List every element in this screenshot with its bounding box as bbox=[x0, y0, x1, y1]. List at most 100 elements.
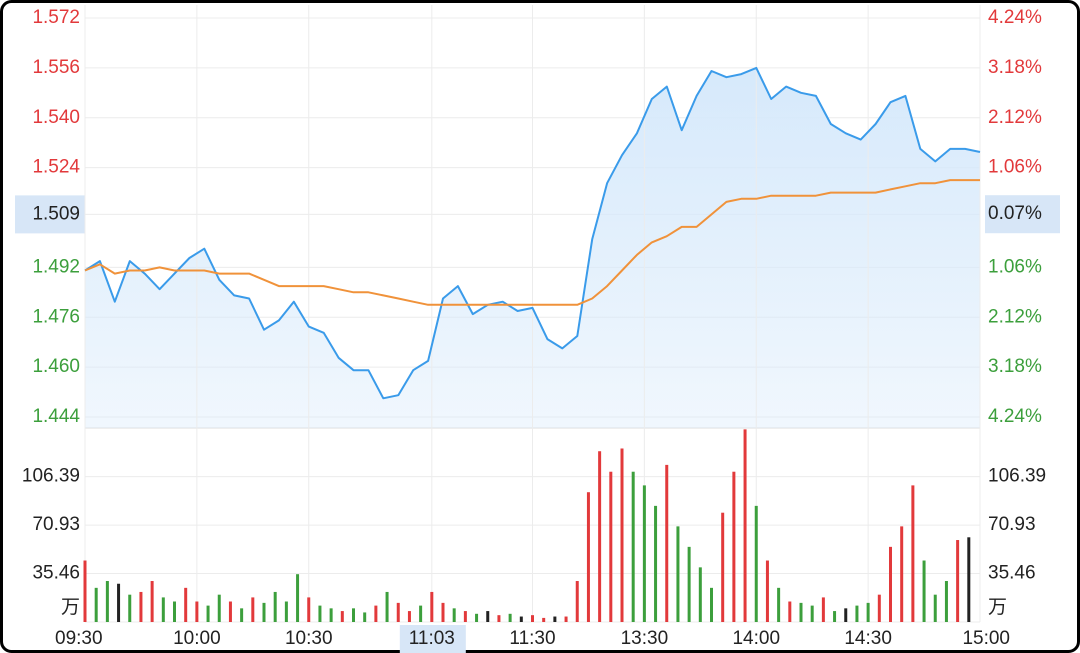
y-tick-label: 1.509 bbox=[32, 203, 80, 224]
volume-bar bbox=[296, 574, 300, 622]
volume-bar bbox=[732, 471, 736, 622]
line bbox=[84, 66, 981, 400]
y2-tick-label: 106.39 bbox=[988, 466, 1046, 487]
volume-bar bbox=[105, 581, 109, 622]
volume-bar bbox=[821, 597, 825, 622]
x-tick-label: 14:30 bbox=[844, 628, 892, 649]
volume-bar bbox=[475, 613, 479, 622]
y-tick-label: 1.556 bbox=[32, 57, 80, 78]
volume-bar bbox=[497, 615, 501, 622]
volume-bar bbox=[441, 602, 445, 622]
y-tick-label: 万 bbox=[61, 597, 80, 618]
volume-bar bbox=[609, 471, 613, 622]
volume-bar bbox=[273, 591, 277, 622]
volume-bar bbox=[161, 597, 165, 622]
volume-bar bbox=[407, 611, 411, 622]
y2-tick-label: 1.06% bbox=[988, 256, 1042, 277]
volume-bar bbox=[777, 587, 781, 622]
volume-bar bbox=[844, 608, 848, 622]
cursor-highlight bbox=[399, 625, 466, 653]
volume-bar bbox=[139, 591, 143, 622]
volume-bar bbox=[676, 526, 680, 622]
volume-bar bbox=[329, 608, 333, 622]
volume-bar bbox=[419, 605, 423, 622]
x-tick-label: 11:30 bbox=[509, 628, 555, 649]
y2-tick-label: 4.24% bbox=[988, 7, 1042, 28]
volume-bar bbox=[195, 601, 199, 622]
line bbox=[84, 179, 980, 306]
volume-bar bbox=[575, 581, 579, 622]
x-tick-label: 10:00 bbox=[173, 628, 221, 649]
volume-bar bbox=[889, 546, 892, 622]
x-tick-label: 13:30 bbox=[621, 628, 669, 649]
y2-tick-label: 3.18% bbox=[988, 356, 1042, 377]
volume-bar bbox=[620, 448, 624, 622]
volume-bar bbox=[586, 492, 590, 622]
y2-tick-highlight bbox=[985, 195, 1060, 234]
volume-bar bbox=[743, 429, 747, 622]
volume-bar bbox=[933, 594, 937, 622]
background-layer bbox=[15, 5, 1060, 653]
volume-bar bbox=[284, 601, 288, 622]
volume-bar bbox=[486, 611, 490, 622]
volume-bar bbox=[262, 602, 266, 622]
volume-bar bbox=[128, 594, 132, 622]
volume-bar bbox=[542, 617, 546, 622]
y-tick-label: 1.540 bbox=[32, 107, 80, 128]
y2-tick-label: 2.12% bbox=[988, 107, 1042, 128]
x-tick-label: 15:00 bbox=[962, 628, 1010, 649]
volume-bar bbox=[363, 612, 367, 622]
volume-bar bbox=[564, 616, 568, 622]
volume-bar bbox=[217, 594, 221, 622]
volume-bar bbox=[508, 613, 512, 622]
volume-bar bbox=[967, 537, 971, 622]
volume-bar bbox=[654, 505, 658, 622]
y2-tick-label: 3.18% bbox=[988, 57, 1042, 78]
volume-bar bbox=[150, 581, 154, 622]
volume-bar bbox=[251, 597, 255, 622]
volume-bar bbox=[340, 611, 344, 622]
volume-bar bbox=[83, 560, 87, 622]
y2-tick-label: 万 bbox=[988, 597, 1007, 618]
volume-bar bbox=[352, 608, 355, 622]
y-tick-label: 1.572 bbox=[32, 7, 80, 28]
y-tick-label: 1.476 bbox=[32, 306, 80, 327]
y-tick-label: 1.444 bbox=[32, 406, 80, 427]
volume-bar bbox=[206, 605, 210, 622]
volume-bar bbox=[173, 601, 176, 622]
volume-bar bbox=[396, 602, 400, 622]
volume-bar bbox=[944, 581, 948, 622]
volume-bar bbox=[866, 602, 870, 622]
volume-bar bbox=[833, 611, 837, 622]
foreground-layer: 1.572 1.556 1.540 1.524 1.509 1.492 1.476 1.460… bbox=[22, 7, 1046, 649]
volume-bar bbox=[698, 567, 702, 622]
volume-bar bbox=[598, 451, 602, 622]
volume-bar bbox=[531, 615, 534, 622]
volume-bar bbox=[374, 605, 378, 622]
x-tick-label: 11:03 bbox=[409, 628, 455, 649]
volume-bar bbox=[94, 587, 98, 622]
volume-bar bbox=[463, 611, 467, 622]
volume-bar bbox=[765, 560, 769, 622]
y2-tick-label: 35.46 bbox=[988, 563, 1036, 584]
volume-bar bbox=[754, 505, 758, 622]
x-tick-label: 10:30 bbox=[285, 628, 333, 649]
y-tick-label: 35.46 bbox=[32, 563, 80, 584]
volume-bar bbox=[956, 540, 960, 622]
y-tick-label: 70.93 bbox=[32, 514, 80, 535]
volume-bar bbox=[855, 605, 859, 622]
y2-tick-label: 1.06% bbox=[988, 157, 1042, 178]
y2-tick-label: 70.93 bbox=[988, 514, 1036, 535]
volume-bar bbox=[687, 546, 691, 622]
volume-bar bbox=[710, 587, 713, 622]
volume-bar bbox=[385, 591, 389, 622]
volume-bar bbox=[240, 608, 244, 622]
volume-bar bbox=[665, 464, 669, 622]
volume-bar bbox=[911, 485, 915, 622]
volume-bar bbox=[922, 560, 926, 622]
volume-bar bbox=[519, 616, 523, 622]
volume-bar bbox=[631, 471, 635, 622]
x-tick-label: 14:00 bbox=[732, 628, 780, 649]
